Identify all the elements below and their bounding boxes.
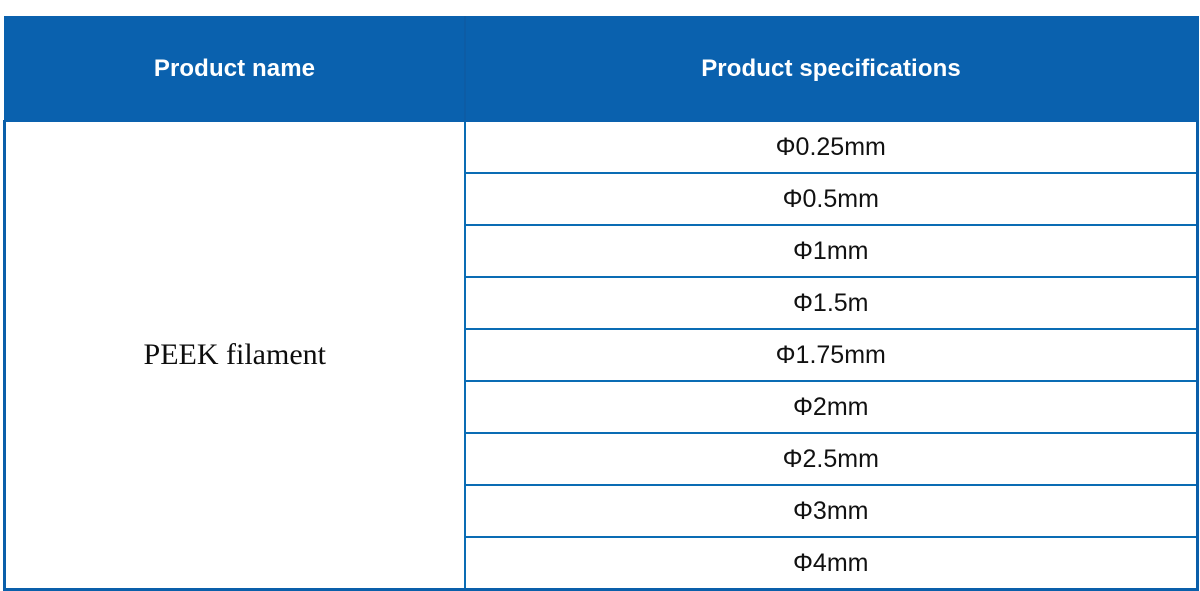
cell-product-name: PEEK filament: [3, 121, 466, 591]
header-row: Product name Product specifications: [3, 16, 1199, 122]
cell-specification: Φ1mm: [464, 225, 1199, 278]
table-row: Φ0.5mm: [5, 173, 1199, 226]
column-header-product-name: Product name: [3, 16, 466, 122]
table-row: Φ1mm: [5, 225, 1199, 278]
table-row: Φ1.75mm: [5, 329, 1199, 382]
table-row: PEEK filament Φ0.25mm: [3, 121, 1199, 591]
cell-specification: Φ0.25mm: [464, 121, 1199, 174]
cell-specification: Φ1.75mm: [464, 329, 1199, 382]
table-body: PEEK filament Φ0.25mm Φ0.5mm Φ1mm Φ1.5m …: [3, 121, 1199, 591]
table-row: Φ3mm: [5, 485, 1199, 538]
cell-specification: Φ4mm: [464, 537, 1199, 591]
column-header-product-specifications: Product specifications: [463, 16, 1199, 122]
cell-specification: Φ3mm: [464, 485, 1199, 538]
table-header: Product name Product specifications: [3, 16, 1199, 122]
table-row: Φ2.5mm: [5, 433, 1199, 486]
table-row: Φ2mm: [5, 381, 1199, 434]
cell-specification: Φ1.5m: [464, 277, 1199, 330]
cell-specification: Φ2.5mm: [464, 433, 1199, 486]
cell-specification: Φ2mm: [464, 381, 1199, 434]
table-row: Φ1.5m: [5, 277, 1199, 330]
product-specification-table: Product name Product specifications PEEK…: [3, 16, 1199, 591]
cell-specification: Φ0.5mm: [464, 173, 1199, 226]
